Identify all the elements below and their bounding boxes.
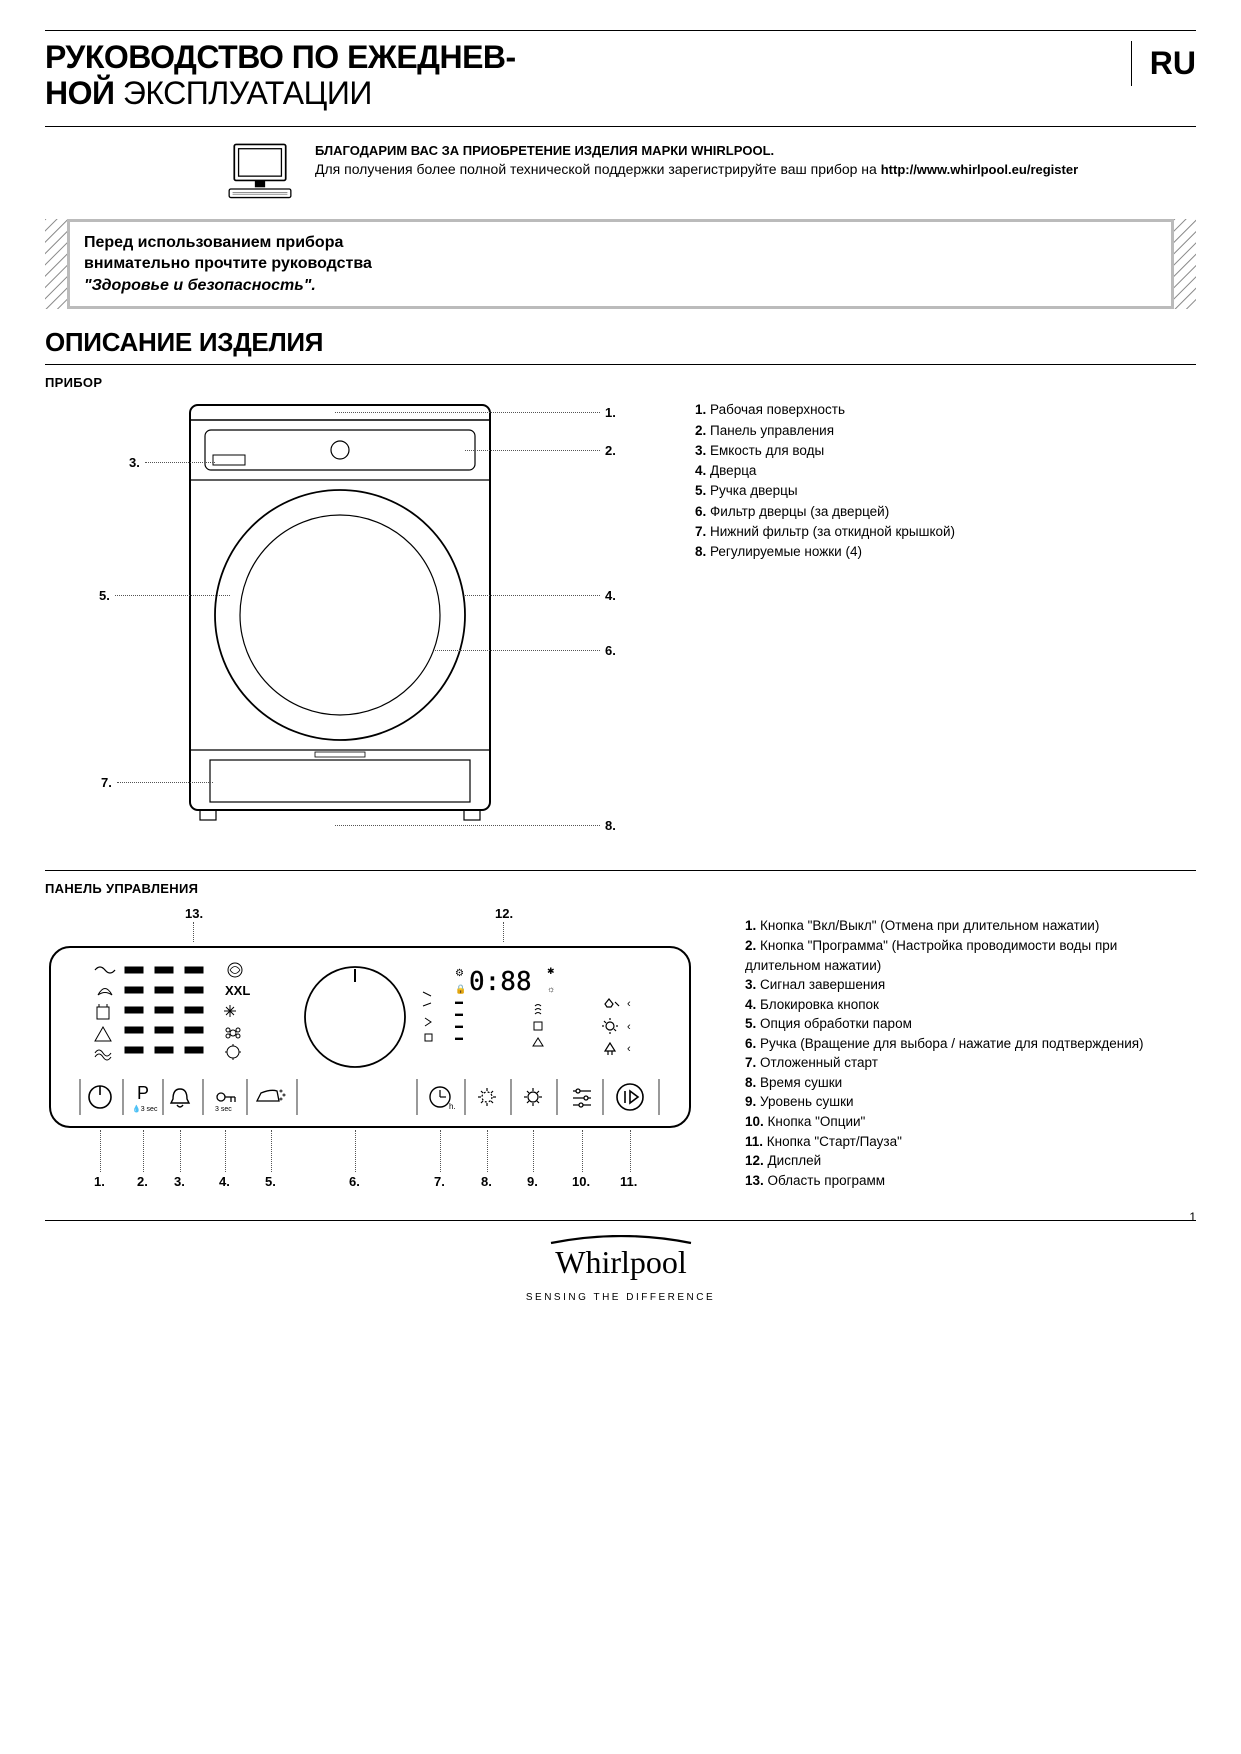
hatch-left — [45, 219, 67, 309]
callout-6: 6. — [605, 643, 616, 658]
callout-3: 3. — [129, 455, 140, 470]
legend-item: 1. Рабочая поверхность — [695, 400, 1196, 420]
callout-4: 4. — [605, 588, 616, 603]
legend-item: 4. Блокировка кнопок — [745, 995, 1196, 1015]
svg-text:✱: ✱ — [547, 966, 555, 976]
legend-item: 3. Сигнал завершения — [745, 975, 1196, 995]
svg-text:▬: ▬ — [455, 1033, 463, 1042]
legend-item: 8. Время сушки — [745, 1073, 1196, 1093]
svg-text:💧3 sec: 💧3 sec — [132, 1104, 158, 1113]
appliance-legend: 1. Рабочая поверхность 2. Панель управле… — [675, 400, 1196, 840]
header: РУКОВОДСТВО ПО ЕЖЕДНЕВ- НОЙ ЭКСПЛУАТАЦИИ… — [45, 30, 1196, 112]
legend-item: 5. Опция обработки паром — [745, 1014, 1196, 1034]
footer: 1 Whirlpool SENSING THE DIFFERENCE — [45, 1220, 1196, 1303]
svg-text:XXL: XXL — [225, 983, 250, 998]
legend-item: 3. Емкость для воды — [695, 441, 1196, 461]
callout-1: 1. — [605, 405, 616, 420]
panel-callout-2: 2. — [137, 1174, 148, 1189]
brand-logo-icon: Whirlpool — [521, 1235, 721, 1283]
panel-callout-12: 12. — [495, 906, 513, 921]
title-block: РУКОВОДСТВО ПО ЕЖЕДНЕВ- НОЙ ЭКСПЛУАТАЦИИ — [45, 41, 1131, 112]
legend-item: 7. Нижний фильтр (за откидной крышкой) — [695, 522, 1196, 542]
callout-7: 7. — [101, 775, 112, 790]
panel-callout-1: 1. — [94, 1174, 105, 1189]
panel-callout-10: 10. — [572, 1174, 590, 1189]
section-description-heading: ОПИСАНИЕ ИЗДЕЛИЯ — [45, 327, 1196, 358]
legend-item: 2. Кнопка "Программа" (Настройка проводи… — [745, 936, 1196, 975]
legend-item: 4. Дверца — [695, 461, 1196, 481]
callout-8: 8. — [605, 818, 616, 833]
warning-box: Перед использованием прибора внимательно… — [67, 219, 1174, 310]
warning-box-wrap: Перед использованием прибора внимательно… — [45, 219, 1196, 310]
svg-text:☼: ☼ — [547, 984, 555, 994]
legend-item: 1. Кнопка "Вкл/Выкл" (Отмена при длитель… — [745, 916, 1196, 936]
divider — [45, 126, 1196, 127]
appliance-diagram-row: 1. 2. 3. 4. 5. 6. 7. 8. 1. Рабочая повер… — [45, 400, 1196, 840]
warning-line2: внимательно прочтите руководства — [84, 255, 372, 272]
legend-item: 9. Уровень сушки — [745, 1092, 1196, 1112]
intro-heading: БЛАГОДАРИМ ВАС ЗА ПРИОБРЕТЕНИЕ ИЗДЕЛИЯ М… — [315, 143, 774, 158]
intro-text: БЛАГОДАРИМ ВАС ЗА ПРИОБРЕТЕНИЕ ИЗДЕЛИЯ М… — [315, 141, 1078, 201]
panel-callout-11: 11. — [620, 1174, 637, 1189]
svg-text:‹: ‹ — [627, 1021, 631, 1033]
svg-text:0:88: 0:88 — [469, 967, 532, 997]
legend-item: 11. Кнопка "Старт/Пауза" — [745, 1132, 1196, 1152]
warning-line1: Перед использованием прибора — [84, 234, 343, 251]
panel-diagram: 13. 12. XXL — [45, 906, 695, 1190]
intro-row: БЛАГОДАРИМ ВАС ЗА ПРИОБРЕТЕНИЕ ИЗДЕЛИЯ М… — [225, 141, 1196, 201]
svg-text:⚙: ⚙ — [455, 968, 464, 979]
svg-text:‹: ‹ — [627, 998, 631, 1010]
panel-callout-7: 7. — [434, 1174, 445, 1189]
legend-item: 12. Дисплей — [745, 1151, 1196, 1171]
legend-item: 2. Панель управления — [695, 421, 1196, 441]
svg-text:▬: ▬ — [455, 1009, 463, 1018]
panel-row: 13. 12. XXL — [45, 906, 1196, 1190]
sub-control-panel: ПАНЕЛЬ УПРАВЛЕНИЯ — [45, 881, 1196, 896]
footer-divider — [45, 1220, 1196, 1221]
legend-item: 10. Кнопка "Опции" — [745, 1112, 1196, 1132]
panel-callout-8: 8. — [481, 1174, 492, 1189]
warning-line3: "Здоровье и безопасность". — [84, 277, 316, 294]
panel-legend: 1. Кнопка "Вкл/Выкл" (Отмена при длитель… — [725, 906, 1196, 1190]
svg-text:🔒: 🔒 — [455, 984, 466, 994]
title-line2-light: ЭКСПЛУАТАЦИИ — [115, 75, 372, 111]
panel-callout-5: 5. — [265, 1174, 276, 1189]
control-panel-illustration-icon: XXL — [45, 942, 695, 1162]
svg-text:3 sec: 3 sec — [215, 1106, 232, 1113]
legend-item: 8. Регулируемые ножки (4) — [695, 542, 1196, 562]
title-line1: РУКОВОДСТВО ПО ЕЖЕДНЕВ- — [45, 39, 516, 75]
panel-callout-4: 4. — [219, 1174, 230, 1189]
divider — [45, 364, 1196, 365]
svg-text:▬: ▬ — [455, 997, 463, 1006]
intro-body: Для получения более полной технической п… — [315, 161, 881, 177]
appliance-diagram: 1. 2. 3. 4. 5. 6. 7. 8. — [45, 400, 645, 840]
panel-callout-13: 13. — [185, 906, 203, 921]
legend-item: 7. Отложенный старт — [745, 1053, 1196, 1073]
language-code: RU — [1131, 41, 1196, 86]
legend-item: 6. Ручка (Вращение для выбора / нажатие … — [745, 1034, 1196, 1054]
dryer-illustration-icon — [185, 400, 495, 830]
svg-text:▬: ▬ — [455, 1021, 463, 1030]
svg-text:Whirlpool: Whirlpool — [555, 1244, 687, 1280]
divider — [45, 870, 1196, 871]
brand-tagline: SENSING THE DIFFERENCE — [45, 1292, 1196, 1303]
callout-5: 5. — [99, 588, 110, 603]
legend-item: 6. Фильтр дверцы (за дверцей) — [695, 502, 1196, 522]
svg-text:‹: ‹ — [627, 1043, 631, 1055]
hatch-right — [1174, 219, 1196, 309]
panel-callout-9: 9. — [527, 1174, 538, 1189]
panel-callout-6: 6. — [349, 1174, 360, 1189]
legend-item: 13. Область программ — [745, 1171, 1196, 1191]
svg-text:h.: h. — [449, 1102, 456, 1111]
sub-appliance: ПРИБОР — [45, 375, 1196, 390]
svg-text:P: P — [137, 1083, 149, 1103]
page-number: 1 — [1189, 1210, 1196, 1224]
title-line2-bold: НОЙ — [45, 75, 115, 111]
computer-icon — [225, 141, 295, 201]
callout-2: 2. — [605, 443, 616, 458]
legend-item: 5. Ручка дверцы — [695, 481, 1196, 501]
intro-link: http://www.whirlpool.eu/register — [881, 162, 1078, 177]
panel-callout-3: 3. — [174, 1174, 185, 1189]
